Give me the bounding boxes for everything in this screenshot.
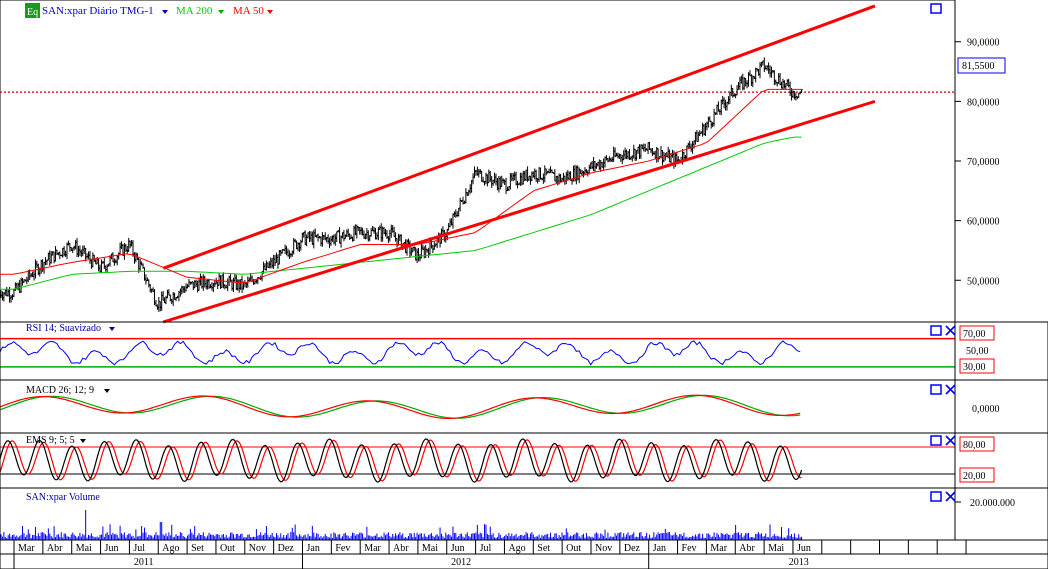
x-month-label: Mar [710,543,727,554]
x-month-label: Dez [624,543,641,554]
symbol-label[interactable]: SAN:xpar Diário TMG-1 [42,5,154,17]
rsi-upper-box [959,325,995,341]
stoch-chevron-down-icon[interactable] [80,439,86,443]
stoch-label[interactable]: EMS 9; 5; 5 [26,435,75,446]
y-tick-label: 60,0000 [967,217,1000,228]
stochastic-panel[interactable] [0,438,955,483]
volume-window-buttons[interactable] [930,491,956,502]
stoch-upper-box [959,436,995,452]
rsi-close-icon[interactable] [945,325,956,336]
macd-signal-line [0,394,801,419]
x-month-label: Jun [797,543,811,554]
macd-zero-label: 0,0000 [972,404,1000,415]
volume-tick-label: 20.000.000 [970,498,1015,509]
x-month-label: Dez [278,543,295,554]
rsi-lower-box [959,358,995,374]
x-month-label: Mai [768,543,784,554]
volume-close-icon[interactable] [945,491,956,502]
maximize-icon[interactable] [930,3,942,14]
x-month-label: Jun [451,543,465,554]
price-frame [0,0,956,323]
rsi-window-buttons[interactable] [930,325,956,336]
x-month-label: Jul [480,543,492,554]
rsi-lower-label: 30,00 [963,362,986,373]
macd-label[interactable]: MACD 26; 12; 9 [26,385,94,396]
x-month-label: Jan [653,543,666,554]
stoch-upper-label: 80,00 [963,440,986,451]
ma50-chevron-down-icon[interactable] [267,10,273,14]
x-month-label: Jan [307,543,320,554]
x-month-label: Ago [508,543,525,554]
x-month-label: Set [537,543,550,554]
rsi-maximize-icon[interactable] [930,325,942,336]
volume-panel[interactable] [0,510,803,540]
x-month-label: Jun [105,543,119,554]
x-month-label: Fev [682,543,697,554]
channel-lower-line [162,99,876,324]
eq-badge[interactable] [25,3,40,18]
x-month-label: Ago [162,543,179,554]
price-panel[interactable] [0,0,956,324]
x-year-label: 2012 [451,557,471,568]
rsi-panel[interactable] [0,337,955,368]
x-month-label: Mar [364,543,381,554]
rsi-mid-label: 50,00 [966,346,989,357]
stoch-close-icon[interactable] [945,435,956,446]
macd-chevron-down-icon[interactable] [104,389,110,393]
current-price-label: 81,5500 [962,61,995,72]
macd-window-buttons[interactable] [930,384,956,395]
ma200-line [0,136,802,290]
rsi-chevron-down-icon[interactable] [109,327,115,331]
ma50-line [0,88,802,284]
eq-badge-label: Eq [27,7,38,18]
volume-maximize-icon[interactable] [930,491,942,502]
stoch-d-line [0,439,802,482]
x-month-label: Nov [595,543,612,554]
x-month-label: Fev [335,543,350,554]
stoch-k-line [0,438,803,483]
stoch-lower-label: 20,00 [963,471,986,482]
x-month-label: Out [566,543,581,554]
x-month-label: Mai [76,543,92,554]
x-month-label: Abr [739,543,755,554]
y-tick-label: 50,0000 [967,276,1000,287]
volume-label[interactable]: SAN:xpar Volume [26,492,100,503]
rsi-label[interactable]: RSI 14; Suavizado [26,323,101,334]
x-month-label: Nov [249,543,266,554]
stoch-maximize-icon[interactable] [930,435,942,446]
rsi-line [0,340,801,366]
macd-maximize-icon[interactable] [930,384,942,395]
ma200-label[interactable]: MA 200 [176,5,213,17]
x-month-label: Jul [133,543,145,554]
x-month-label: Out [220,543,235,554]
x-year-label: 2013 [789,557,809,568]
ma200-chevron-down-icon[interactable] [218,10,224,14]
x-year-label: 2011 [134,557,154,568]
x-month-label: Set [191,543,204,554]
x-month-label: Abr [393,543,409,554]
macd-close-icon[interactable] [945,384,956,395]
x-month-label: Mai [422,543,438,554]
y-tick-label: 80,0000 [967,97,1000,108]
x-month-label: Mar [18,543,35,554]
y-tick-label: 70,0000 [967,157,1000,168]
symbol-chevron-down-icon[interactable] [162,10,168,14]
channel-upper-line [162,4,876,270]
y-tick-label: 90,0000 [967,38,1000,49]
macd-panel[interactable] [0,394,801,419]
ma50-label[interactable]: MA 50 [233,5,264,17]
x-month-label: Abr [47,543,63,554]
stoch-lower-box [959,467,995,483]
rsi-upper-label: 70,00 [963,329,986,340]
stoch-window-buttons[interactable] [930,435,956,446]
current-price-box [957,57,1006,74]
macd-line [0,394,801,419]
